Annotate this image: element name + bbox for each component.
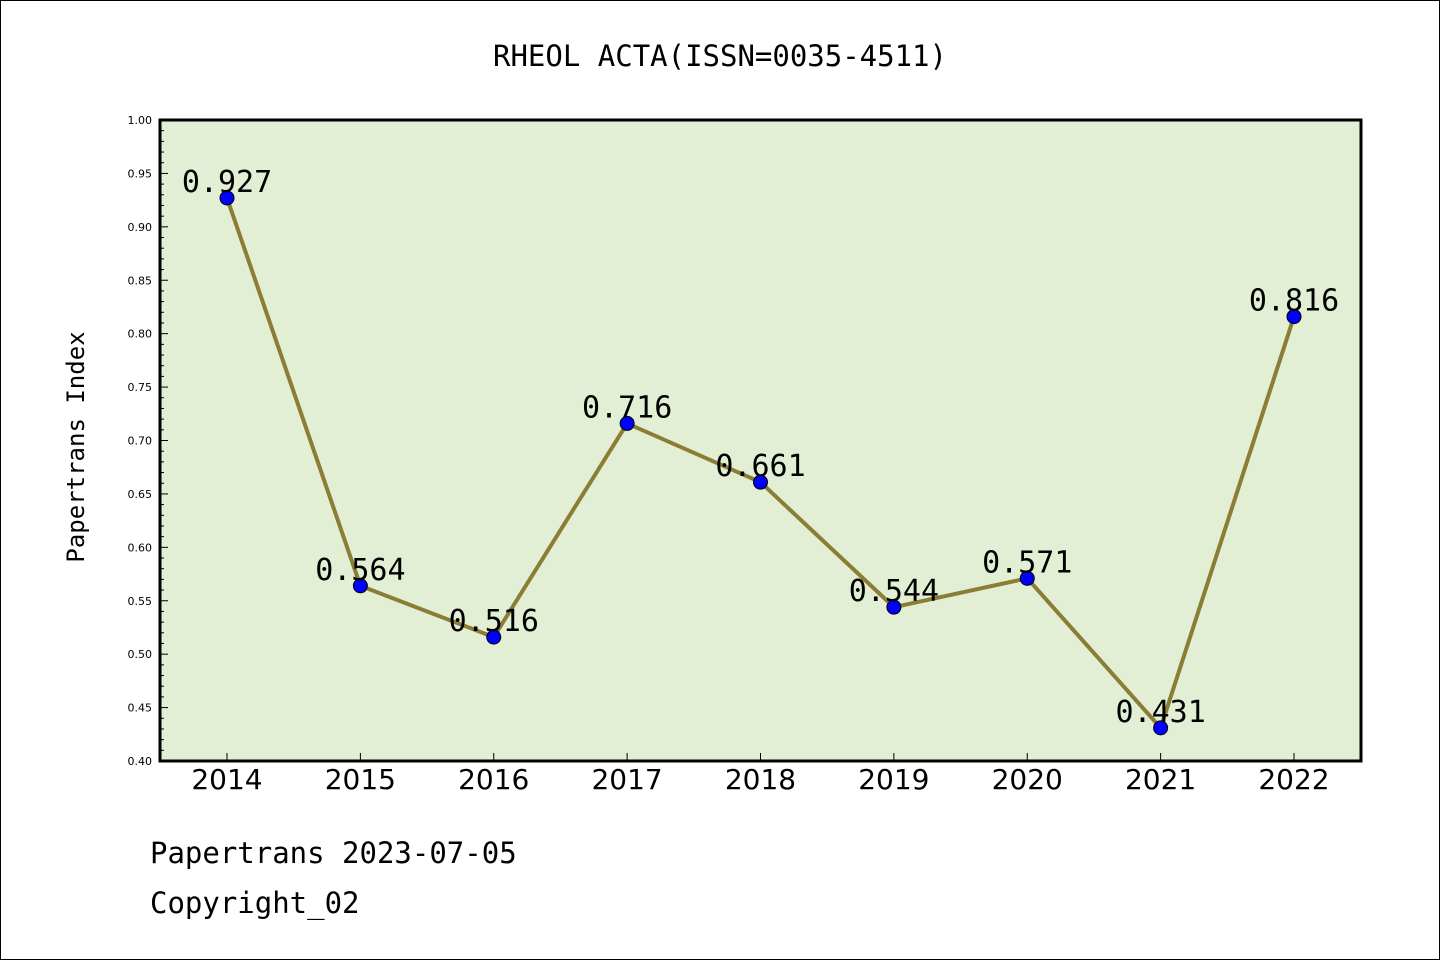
x-tick-label: 2014 bbox=[191, 763, 262, 796]
data-point bbox=[219, 190, 235, 206]
data-point bbox=[1153, 720, 1169, 736]
y-tick-label: 0.70 bbox=[128, 435, 153, 448]
y-tick-label: 0.40 bbox=[128, 755, 153, 768]
x-tick-label: 2021 bbox=[1125, 763, 1196, 796]
y-axis: 0.40 0.45 0.50 0.55 0.60 0.65 0.70 0.75 0.80 0.85… bbox=[128, 114, 168, 768]
x-tick-label: 2017 bbox=[591, 763, 662, 796]
data-point bbox=[486, 629, 502, 645]
data-point bbox=[1286, 309, 1302, 325]
data-point bbox=[352, 578, 368, 594]
y-tick-label: 0.45 bbox=[128, 702, 153, 715]
plot-area bbox=[160, 120, 1361, 761]
y-tick-label: 0.50 bbox=[128, 648, 153, 661]
data-label: 0.816 bbox=[1249, 284, 1339, 319]
data-label: 0.516 bbox=[449, 604, 539, 639]
y-tick-label: 0.55 bbox=[128, 595, 153, 608]
data-label: 0.544 bbox=[849, 574, 939, 609]
data-label-group: 0.927 0.564 0.516 0.716 0.661 0.544 0.571 0.431… bbox=[182, 165, 1339, 730]
data-label: 0.661 bbox=[715, 449, 805, 484]
x-tick-label: 2015 bbox=[325, 763, 396, 796]
data-label: 0.716 bbox=[582, 390, 672, 425]
y-axis-label: Papertrans Index bbox=[62, 331, 90, 562]
x-tick-label: 2020 bbox=[992, 763, 1063, 796]
x-tick-label: 2018 bbox=[725, 763, 796, 796]
footer-copyright: Copyright_02 bbox=[150, 886, 360, 920]
y-tick-label: 1.00 bbox=[128, 114, 153, 127]
x-tick-label: 2016 bbox=[458, 763, 529, 796]
data-point bbox=[1019, 570, 1035, 586]
data-label: 0.927 bbox=[182, 165, 272, 200]
data-point bbox=[886, 599, 902, 615]
data-label: 0.571 bbox=[982, 545, 1072, 580]
y-tick-label: 0.85 bbox=[128, 274, 153, 287]
data-point-group bbox=[219, 190, 1302, 736]
y-tick-label: 0.65 bbox=[128, 488, 153, 501]
data-label: 0.431 bbox=[1115, 695, 1205, 730]
data-label: 0.564 bbox=[315, 553, 405, 588]
y-tick-label: 0.90 bbox=[128, 221, 153, 234]
x-tick-label: 2019 bbox=[858, 763, 929, 796]
data-point bbox=[619, 415, 635, 431]
footer-date: Papertrans 2023-07-05 bbox=[150, 836, 517, 870]
y-tick-label: 0.95 bbox=[128, 167, 153, 180]
plot-border bbox=[158, 118, 1363, 763]
y-tick-label: 0.60 bbox=[128, 541, 153, 554]
x-tick-label: 2022 bbox=[1258, 763, 1329, 796]
y-tick-label: 0.75 bbox=[128, 381, 153, 394]
x-axis: 2014 2015 2016 2017 2018 2019 2020 2021 2022 bbox=[191, 753, 1330, 796]
data-point bbox=[753, 474, 768, 490]
chart-title: RHEOL ACTA(ISSN=0035-4511) bbox=[493, 39, 947, 73]
y-tick-label: 0.80 bbox=[128, 328, 153, 341]
